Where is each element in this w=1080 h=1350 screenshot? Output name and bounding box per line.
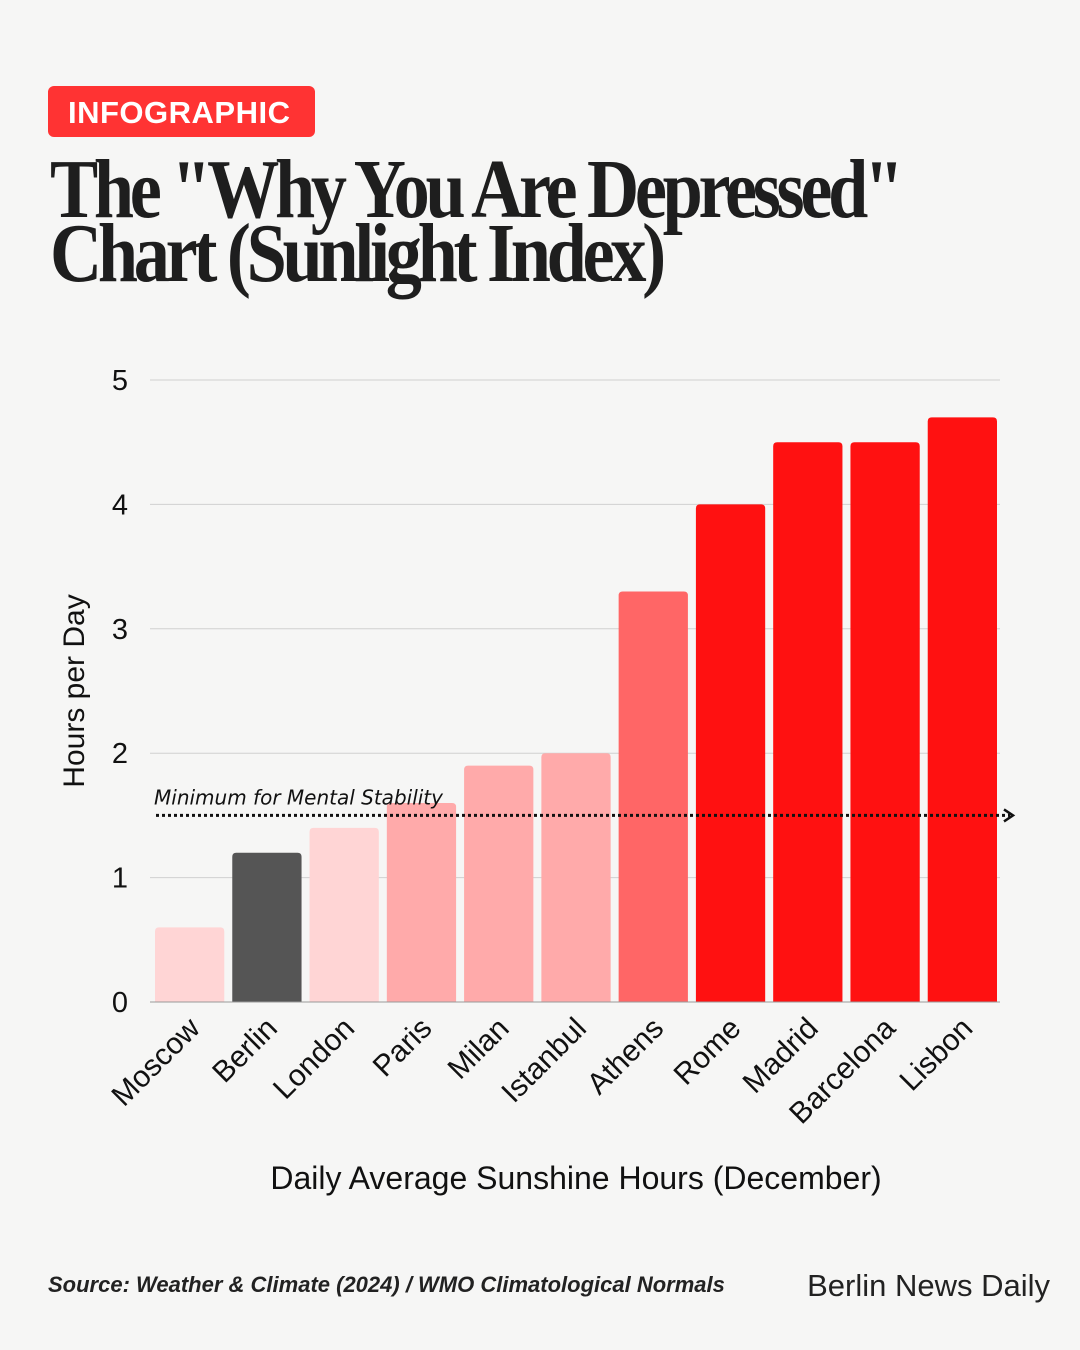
bar-barcelona bbox=[850, 442, 920, 1002]
page-title: The "Why You Are Depressed" Chart (Sunli… bbox=[50, 143, 1080, 300]
y-tick-label: 4 bbox=[112, 489, 128, 521]
bar-istanbul bbox=[541, 753, 611, 1002]
y-axis-label: Hours per Day bbox=[58, 594, 91, 787]
infographic-badge: INFOGRAPHIC bbox=[48, 86, 315, 137]
x-axis-label: Daily Average Sunshine Hours (December) bbox=[270, 1160, 881, 1196]
x-tick-label: Lisbon bbox=[893, 1012, 979, 1098]
title-line-1: The "Why You Are Depressed" bbox=[50, 143, 904, 236]
bar-moscow bbox=[155, 927, 225, 1002]
bar-madrid bbox=[773, 442, 843, 1002]
arrow-icon bbox=[1003, 808, 1016, 823]
bar-berlin bbox=[232, 852, 302, 1002]
y-tick-label: 2 bbox=[112, 738, 128, 770]
source-note: Source: Weather & Climate (2024) / WMO C… bbox=[48, 1272, 725, 1297]
bar-milan bbox=[464, 765, 534, 1002]
y-tick-label: 3 bbox=[112, 614, 128, 646]
x-tick-label: London bbox=[267, 1012, 361, 1106]
bar-athens bbox=[618, 591, 688, 1002]
y-tick-label: 5 bbox=[112, 365, 128, 397]
bar-london bbox=[309, 827, 379, 1002]
title-line-2: Chart (Sunlight Index) bbox=[50, 207, 666, 300]
x-tick-label: Rome bbox=[668, 1012, 748, 1092]
brand-name: Berlin News Daily bbox=[807, 1268, 1050, 1303]
y-tick-label: 0 bbox=[112, 987, 128, 1019]
bar-rome bbox=[695, 504, 766, 1002]
threshold-label: Minimum for Mental Stability bbox=[154, 785, 444, 809]
x-tick-label: Moscow bbox=[105, 1011, 206, 1112]
x-tick-label: Istanbul bbox=[495, 1012, 593, 1110]
bar-paris bbox=[386, 802, 457, 1002]
x-tick-label: Athens bbox=[581, 1012, 670, 1101]
bar-lisbon bbox=[927, 417, 997, 1002]
y-tick-label: 1 bbox=[112, 863, 128, 895]
x-tick-label: Paris bbox=[367, 1012, 439, 1084]
x-tick-label: Milan bbox=[442, 1012, 516, 1086]
